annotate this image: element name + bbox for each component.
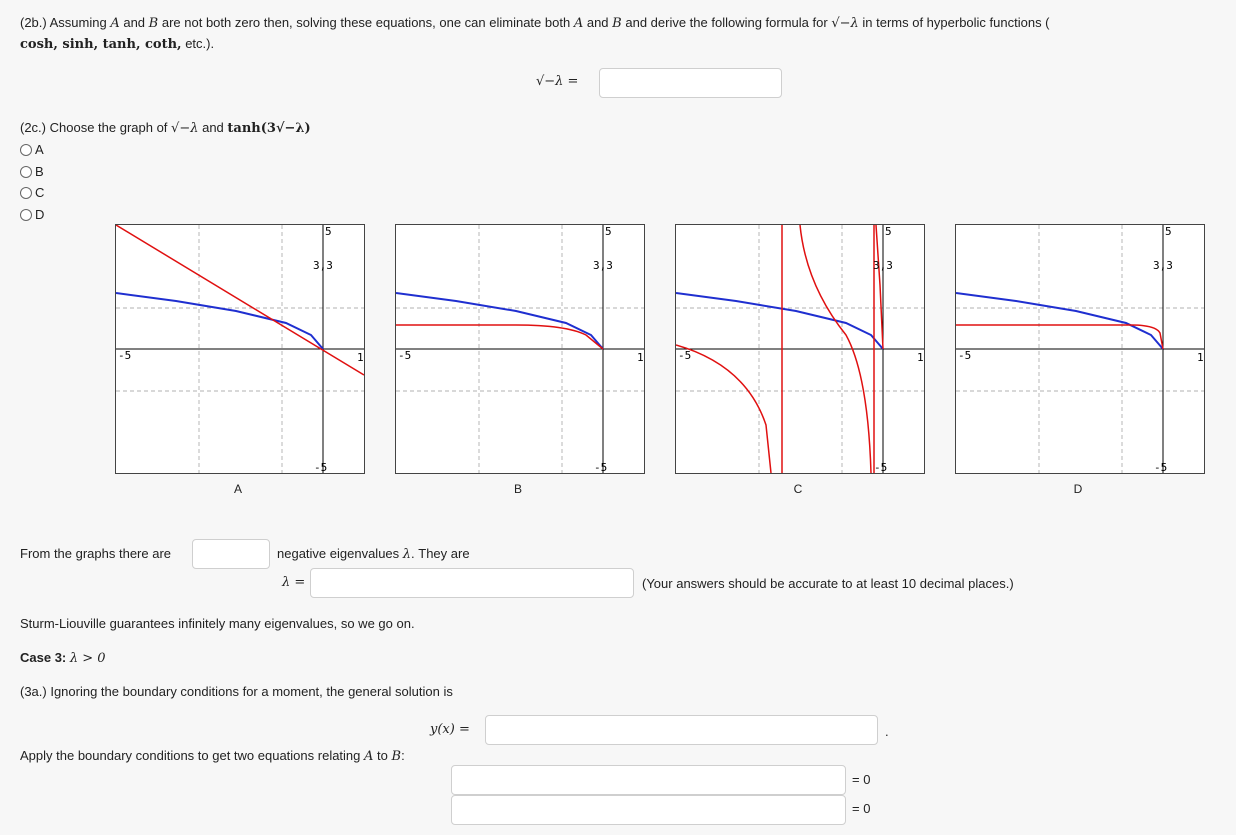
eigen-lambda: λ — [402, 547, 412, 562]
apply-var-A: A — [364, 749, 374, 764]
p2c-prompt: (2c.) Choose the graph of √−λ and tanh(3… — [20, 120, 311, 136]
formula-input[interactable] — [599, 68, 782, 98]
tick-right: 1 — [357, 351, 364, 364]
graph-c: 5 -5 -5 1 3,3 — [675, 224, 925, 474]
tick-top: 5 — [885, 225, 892, 238]
tick-top: 5 — [605, 225, 612, 238]
tick-bottom: -5 — [314, 461, 327, 473]
eigen-count-input[interactable] — [192, 539, 270, 569]
radio-label: A — [35, 142, 44, 157]
tick-left: -5 — [678, 349, 691, 362]
radio-option-d[interactable]: D — [20, 207, 44, 222]
p2b-line2: cosh, sinh, tanh, coth, etc.). — [20, 36, 214, 52]
graph-d-label: D — [1073, 482, 1083, 496]
eq-zero-1: = 0 — [852, 772, 871, 787]
lambda-input[interactable] — [310, 568, 634, 598]
p2b-line1: (2b.) Assuming A and B are not both zero… — [20, 15, 1220, 31]
p2b-text-c: and derive the following formula for — [625, 15, 828, 30]
tick-point: 3,3 — [873, 259, 893, 272]
p2c-prompt-a: (2c.) Choose the graph of — [20, 120, 168, 135]
tick-right: 1 — [637, 351, 644, 364]
p2b-and: and — [123, 15, 146, 30]
radio-label: C — [35, 185, 45, 200]
p2b-text-a: (2b.) Assuming — [20, 15, 107, 30]
tick-point: 3,3 — [593, 259, 613, 272]
radio-option-c[interactable]: C — [20, 185, 44, 200]
graph-b-label: B — [513, 482, 522, 496]
tick-bottom: -5 — [594, 461, 607, 473]
hyperbolic-funcs: cosh, sinh, tanh, coth, — [20, 37, 182, 52]
lambda-eq-label: λ = — [282, 575, 306, 590]
tick-bottom: -5 — [874, 461, 887, 473]
radio-label: B — [35, 164, 44, 179]
p2c-and: and — [202, 120, 224, 135]
eigen-text-a: From the graphs there are — [20, 546, 172, 561]
tick-point: 3,3 — [1153, 259, 1173, 272]
p2b-text-b: are not both zero then, solving these eq… — [161, 15, 571, 30]
sturm-text: Sturm-Liouville guarantees infinitely ma… — [20, 616, 415, 631]
p2b-and-2: and — [586, 15, 609, 30]
var-A-2: A — [573, 16, 584, 31]
apply-var-B: B — [391, 749, 402, 764]
radio-option-a[interactable]: A — [20, 142, 44, 157]
p2c-tanh: tanh(3√−λ) — [227, 121, 311, 136]
p2b-text-e: etc.). — [185, 36, 215, 51]
general-solution-input[interactable] — [485, 715, 878, 745]
var-B-2: B — [612, 16, 622, 31]
tick-top: 5 — [1165, 225, 1172, 238]
var-A: A — [110, 16, 120, 31]
graph-c-plot: 5 -5 -5 1 3,3 — [675, 224, 924, 474]
tick-left: -5 — [398, 349, 411, 362]
tick-bottom: -5 — [1154, 461, 1167, 473]
accuracy-note: (Your answers should be accurate to at l… — [642, 576, 1014, 591]
tick-right: 1 — [917, 351, 924, 364]
p3a-period: . — [885, 724, 889, 739]
sqrt-neg-lambda: √−λ — [831, 16, 859, 31]
radio-label: D — [35, 207, 45, 222]
radio-circle[interactable] — [20, 143, 32, 156]
p3a-text: (3a.) Ignoring the boundary conditions f… — [20, 684, 453, 699]
formula-label: √−λ = — [536, 74, 579, 89]
bc-equation-1-input[interactable] — [451, 765, 846, 795]
case3-label: Case 3: — [20, 650, 67, 665]
tick-top: 5 — [325, 225, 332, 238]
p2b-text-d: in terms of hyperbolic functions ( — [862, 15, 1050, 30]
graph-a-plot: 5 -5 -5 1 3,3 — [115, 224, 365, 474]
graph-d-plot: 5 -5 -5 1 3,3 — [955, 225, 1204, 474]
bc-equation-2-input[interactable] — [451, 795, 846, 825]
eigen-text-b-line: negative eigenvalues λ. They are — [277, 546, 470, 562]
radio-circle[interactable] — [20, 208, 32, 221]
tick-left: -5 — [958, 349, 971, 362]
eq-zero-2: = 0 — [852, 801, 871, 816]
graph-a: 5 -5 -5 1 3,3 — [115, 224, 365, 474]
radio-circle[interactable] — [20, 186, 32, 199]
graph-a-label: A — [233, 482, 242, 496]
graph-c-label: C — [793, 482, 803, 496]
y-label: y(x) = — [430, 722, 470, 737]
eigen-text-c: . They are — [411, 546, 470, 561]
graph-b-plot: 5 -5 -5 1 3,3 — [395, 225, 644, 474]
tick-right: 1 — [1197, 351, 1204, 364]
radio-option-b[interactable]: B — [20, 164, 44, 179]
graph-b: 5 -5 -5 1 3,3 — [395, 224, 645, 474]
apply-text: Apply the boundary conditions to get two… — [20, 748, 405, 764]
tick-left: -5 — [118, 349, 131, 362]
apply-text-a: Apply the boundary conditions to get two… — [20, 748, 361, 763]
case3-heading: Case 3: λ > 0 — [20, 650, 106, 666]
tick-point: 3,3 — [313, 259, 333, 272]
p2c-sqrt: √−λ — [171, 121, 199, 136]
radio-circle[interactable] — [20, 165, 32, 178]
eigen-text-b: negative eigenvalues — [277, 546, 400, 561]
var-B: B — [148, 16, 159, 31]
apply-colon: : — [401, 748, 405, 763]
graph-d: 5 -5 -5 1 3,3 — [955, 224, 1205, 474]
case3-cond: λ > 0 — [69, 651, 106, 666]
apply-to: to — [377, 748, 388, 763]
